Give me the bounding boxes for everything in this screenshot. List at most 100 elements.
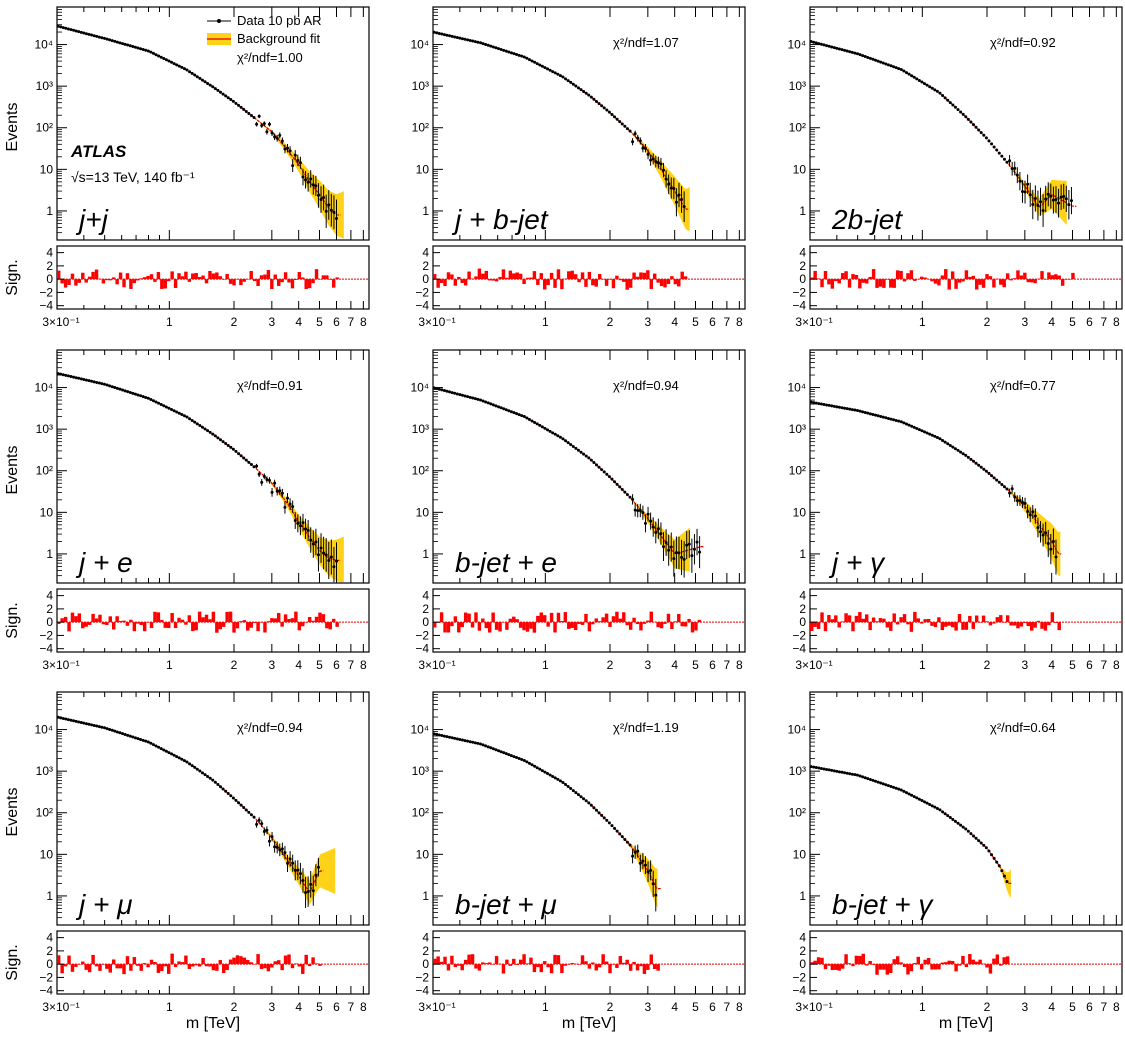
significance-bar [187, 279, 192, 282]
significance-bar [683, 622, 688, 627]
significance-bar [816, 622, 821, 629]
data-point [925, 83, 929, 87]
data-point [628, 129, 632, 133]
data-point [162, 748, 166, 752]
data-point [275, 845, 279, 849]
significance-bar [294, 611, 298, 623]
data-point [825, 44, 829, 48]
significance-bar [646, 964, 650, 970]
data-point [468, 38, 472, 42]
data-point [574, 84, 578, 88]
significance-bar [635, 276, 640, 280]
x-tick-label: 8 [736, 658, 743, 672]
data-point [1039, 200, 1043, 204]
data-point [540, 64, 544, 68]
significance-bar [971, 622, 975, 629]
data-point [481, 42, 485, 46]
significance-bar [864, 279, 869, 284]
significance-bar [235, 955, 240, 965]
significance-bar [105, 964, 109, 969]
data-point [164, 749, 168, 753]
data-point [602, 106, 606, 110]
significance-bar [926, 958, 931, 965]
data-point [904, 71, 908, 75]
significance-bar [964, 270, 969, 280]
significance-bar [632, 272, 636, 280]
data-point [907, 792, 911, 796]
data-point [82, 31, 86, 35]
significance-bar [273, 961, 277, 965]
data-point [566, 79, 570, 83]
significance-bar [937, 964, 941, 970]
significance-bar [573, 622, 578, 631]
significance-bar [177, 961, 181, 965]
x-axis-title: m [TeV] [939, 1015, 993, 1032]
data-point [507, 753, 511, 757]
data-point [141, 738, 145, 742]
significance-bar [129, 964, 133, 971]
significance-bar [331, 279, 336, 288]
data-point [74, 376, 78, 380]
data-point [1051, 198, 1055, 202]
significance-bar [218, 622, 222, 630]
significance-bar [622, 612, 626, 623]
data-point [226, 96, 230, 100]
data-point [231, 796, 235, 800]
data-point [979, 841, 983, 845]
significance-bar [204, 279, 209, 284]
significance-bar [160, 964, 164, 972]
significance-bar [156, 964, 161, 973]
significance-bar [508, 270, 513, 280]
x-tick-label: 3 [1021, 1000, 1028, 1014]
data-point [812, 401, 816, 405]
significance-bar [170, 612, 174, 623]
ratio-tick-label: 0 [422, 615, 429, 629]
chi2-label: χ²/ndf=1.00 [237, 50, 303, 65]
data-point [298, 872, 302, 876]
main-plot-frame [432, 349, 746, 584]
data-point [180, 412, 184, 416]
significance-bar [591, 622, 595, 625]
data-point [620, 122, 624, 126]
significance-bar [273, 618, 277, 623]
significance-bar [823, 964, 828, 970]
significance-bar [518, 959, 523, 965]
data-point [329, 208, 333, 212]
x-tick-label: 6 [709, 1000, 716, 1014]
data-point [72, 375, 76, 379]
y-tick-label: 10³ [36, 764, 53, 778]
significance-bar [139, 964, 143, 971]
atlas-label: ATLAS [70, 142, 127, 161]
data-point [832, 46, 836, 50]
significance-bar [816, 957, 821, 965]
data-point [1033, 197, 1037, 201]
data-point [977, 463, 981, 467]
significance-bar [525, 963, 530, 965]
x-tick-label: 4 [295, 658, 302, 672]
significance-bar [318, 279, 322, 280]
significance-bar [604, 961, 609, 965]
data-point [928, 85, 932, 89]
significance-bar [84, 622, 88, 627]
data-point [874, 413, 878, 417]
y-tick-label: 10³ [789, 79, 806, 93]
data-point [613, 115, 617, 119]
data-point [1000, 483, 1004, 487]
data-point [291, 861, 295, 865]
significance-bar [944, 962, 948, 965]
x-tick-label: 5 [1069, 658, 1076, 672]
data-point [558, 74, 562, 78]
data-point [925, 431, 929, 435]
significance-bar [847, 279, 852, 288]
data-point [437, 733, 441, 737]
significance-bar [443, 279, 447, 287]
data-point [605, 472, 609, 476]
significance-bar [971, 275, 975, 280]
data-point [907, 423, 911, 427]
data-point [133, 392, 137, 396]
data-point [969, 120, 973, 124]
significance-bar [111, 959, 116, 965]
y-axis-title: Events [4, 788, 21, 837]
x-tick-label: 6 [709, 658, 716, 672]
